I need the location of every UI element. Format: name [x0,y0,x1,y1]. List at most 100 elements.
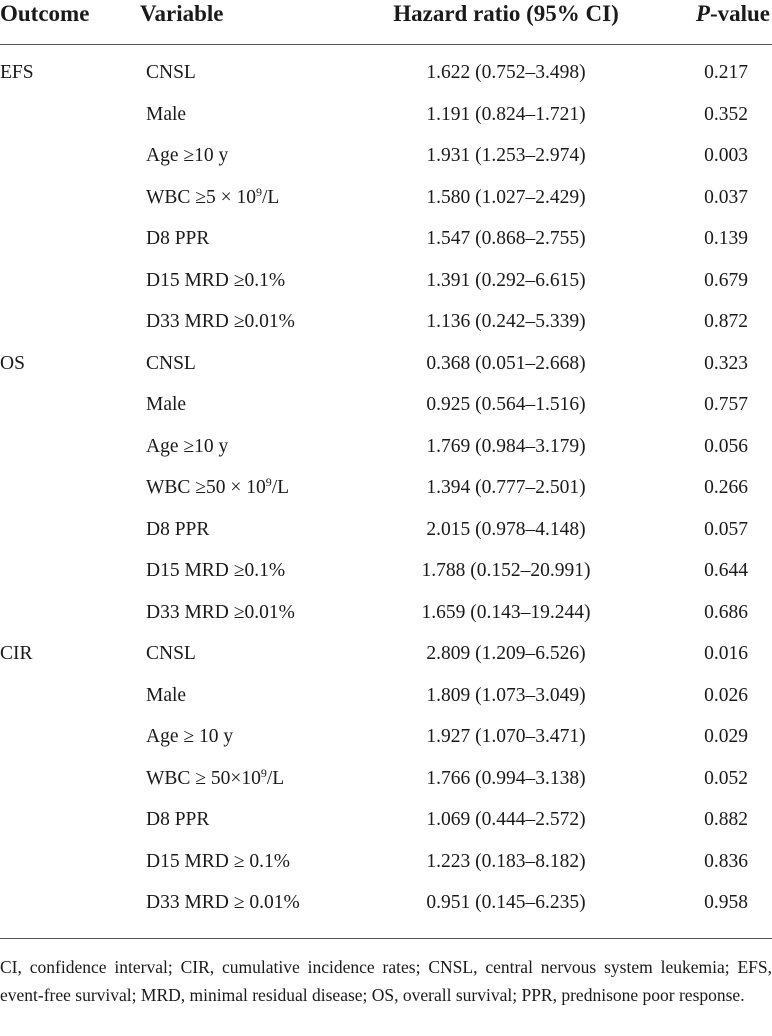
cell-outcome [0,841,140,883]
table-row: Male 0.925 (0.564–1.516) 0.757 [0,385,772,427]
table-row: WBC ≥5 × 109/L 1.580 (1.027–2.429) 0.037 [0,177,772,219]
cell-variable: Male [146,103,187,125]
cell-p-value: 0.003 [704,145,748,167]
cell-hazard-ratio: 1.622 (0.752–3.498) [426,62,586,84]
cell-variable: D33 MRD ≥0.01% [146,601,295,623]
header-variable: Variable [140,0,368,45]
cell-hazard-ratio: 1.547 (0.868–2.755) [426,228,586,250]
cell-variable: D15 MRD ≥ 0.1% [146,850,290,872]
cell-p-value: 0.026 [704,684,748,706]
table-header: Outcome Variable Hazard ratio (95% CI) P… [0,0,772,45]
cell-outcome [0,758,140,800]
cell-outcome [0,385,140,427]
variable-exponent: 9 [256,184,262,199]
cell-outcome [0,468,140,510]
cell-p-value: 0.644 [704,560,748,582]
cell-outcome: CIR [0,643,33,665]
header-p-letter: P [695,1,710,26]
cell-hazard-ratio: 1.580 (1.027–2.429) [426,186,586,208]
cell-p-value: 0.323 [704,352,748,374]
cell-variable: CNSL [146,352,196,374]
variable-exponent: 9 [260,765,267,780]
cell-variable: WBC ≥50 × 109/L [140,468,368,510]
table-row: CIR CNSL 2.809 (1.209–6.526) 0.016 [0,634,772,676]
cell-hazard-ratio: 2.809 (1.209–6.526) [426,643,586,665]
table-footnote: CI, confidence interval; CIR, cumulative… [0,938,772,1009]
cell-p-value: 0.057 [704,518,748,540]
variable-text: WBC ≥5 × 10 [146,186,256,208]
cell-p-value: 0.757 [704,394,748,416]
cell-outcome [0,219,140,261]
cell-p-value: 0.352 [704,103,748,125]
cell-outcome [0,94,140,136]
table-row: D15 MRD ≥0.1% 1.391 (0.292–6.615) 0.679 [0,260,772,302]
header-p-value: P-value [644,0,772,45]
variable-unit: /L [262,186,280,208]
variable-unit: /L [266,767,285,789]
cell-p-value: 0.139 [704,228,748,250]
cell-outcome [0,260,140,302]
cell-variable: CNSL [146,62,196,84]
cell-variable: D8 PPR [146,809,210,831]
cell-hazard-ratio: 2.015 (0.978–4.148) [426,518,586,540]
cell-hazard-ratio: 0.368 (0.051–2.668) [426,352,586,374]
cell-variable: WBC ≥5 × 109/L [140,177,368,219]
cell-hazard-ratio: 1.766 (0.994–3.138) [426,767,586,789]
cell-outcome [0,675,140,717]
cell-variable: D15 MRD ≥0.1% [146,560,286,582]
table-row: EFS CNSL 1.622 (0.752–3.498) 0.217 [0,44,772,94]
cell-variable: D8 PPR [146,518,210,540]
cell-variable: Male [146,684,187,706]
cell-variable: D33 MRD ≥0.01% [146,311,295,333]
cell-p-value: 0.052 [704,767,748,789]
header-hazard-ratio: Hazard ratio (95% CI) [368,0,644,45]
cell-p-value: 0.872 [704,311,748,333]
table-row: D8 PPR 1.547 (0.868–2.755) 0.139 [0,219,772,261]
cell-outcome [0,551,140,593]
hazard-ratio-table: Outcome Variable Hazard ratio (95% CI) P… [0,0,772,924]
cell-variable: D15 MRD ≥0.1% [146,269,286,291]
variable-unit: /L [271,477,290,499]
header-row: Outcome Variable Hazard ratio (95% CI) P… [0,0,772,45]
cell-outcome: OS [0,352,25,374]
cell-hazard-ratio: 1.069 (0.444–2.572) [426,809,586,831]
cell-variable: WBC ≥ 50×109/L [140,758,368,800]
variable-exponent: 9 [265,475,272,490]
cell-hazard-ratio: 1.809 (1.073–3.049) [426,684,586,706]
cell-outcome: EFS [0,62,34,84]
variable-text: WBC ≥ 50×10 [146,767,261,789]
cell-hazard-ratio: 1.927 (1.070–3.471) [426,726,586,748]
cell-outcome [0,177,140,219]
cell-outcome [0,509,140,551]
cell-hazard-ratio: 1.223 (0.183–8.182) [426,850,586,872]
cell-variable: D8 PPR [146,228,210,250]
cell-variable: Age ≥ 10 y [146,726,234,748]
cell-outcome [0,302,140,344]
cell-hazard-ratio: 1.931 (1.253–2.974) [426,145,586,167]
cell-hazard-ratio: 1.659 (0.143–19.244) [421,601,591,623]
cell-p-value: 0.836 [704,850,748,872]
cell-hazard-ratio: 1.769 (0.984–3.179) [426,435,586,457]
cell-p-value: 0.266 [704,477,748,499]
cell-variable: D33 MRD ≥ 0.01% [146,892,300,914]
cell-hazard-ratio: 0.925 (0.564–1.516) [426,394,586,416]
cell-p-value: 0.056 [704,435,748,457]
cell-p-value: 0.217 [704,62,748,84]
table-row: Age ≥ 10 y 1.927 (1.070–3.471) 0.029 [0,717,772,759]
cell-p-value: 0.037 [704,186,748,208]
cell-p-value: 0.029 [704,726,748,748]
table-body: EFS CNSL 1.622 (0.752–3.498) 0.217 Male 1.191… [0,44,772,924]
cell-outcome [0,717,140,759]
cell-variable: CNSL [146,643,196,665]
header-p-suffix: -value [709,1,770,26]
cell-hazard-ratio: 1.394 (0.777–2.501) [426,477,586,499]
cell-outcome [0,800,140,842]
cell-p-value: 0.679 [704,269,748,291]
cell-outcome [0,136,140,178]
table-row: D33 MRD ≥0.01% 1.136 (0.242–5.339) 0.872 [0,302,772,344]
table-row: D8 PPR 1.069 (0.444–2.572) 0.882 [0,800,772,842]
table-row: Age ≥10 y 1.931 (1.253–2.974) 0.003 [0,136,772,178]
table-row: D8 PPR 2.015 (0.978–4.148) 0.057 [0,509,772,551]
table-row: OS CNSL 0.368 (0.051–2.668) 0.323 [0,343,772,385]
